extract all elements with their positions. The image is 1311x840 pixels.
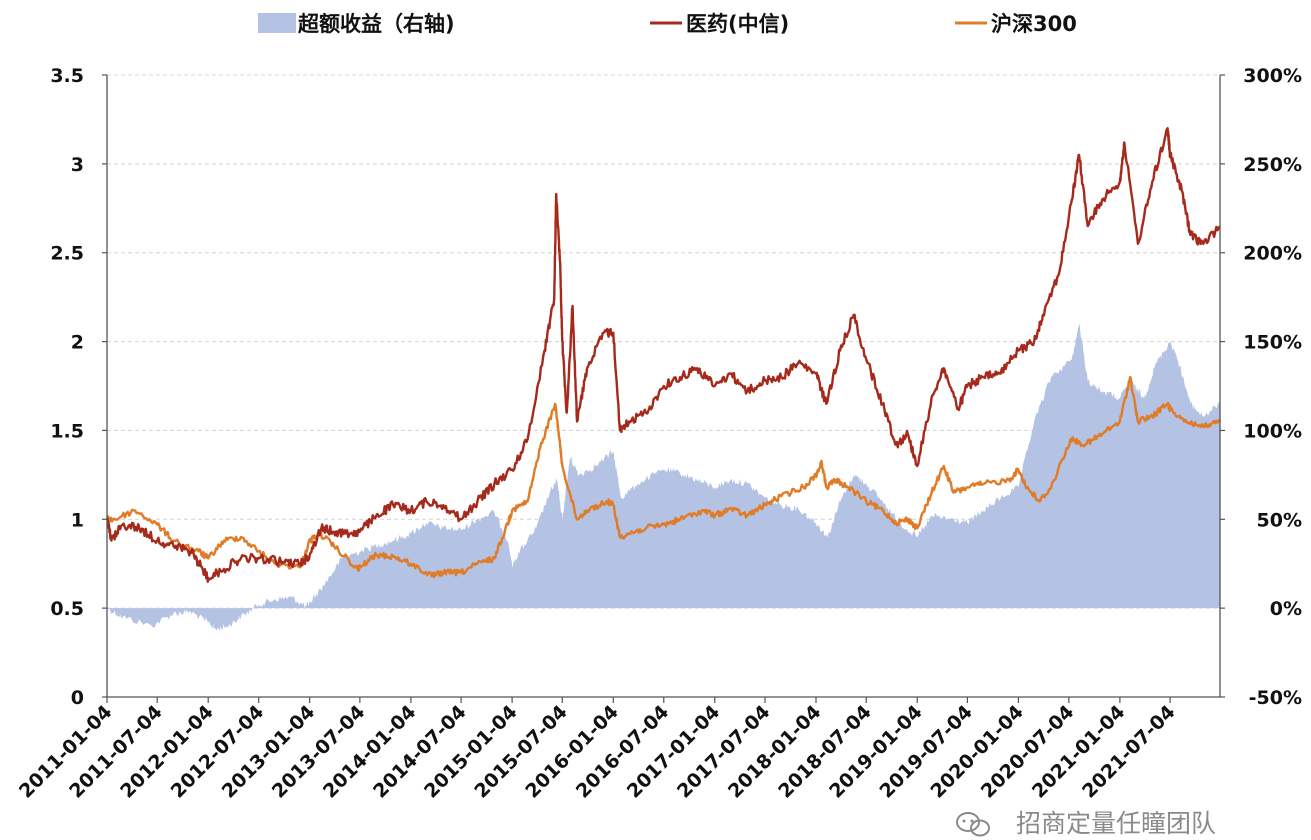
y-tick-label-right: 0% xyxy=(1270,598,1302,620)
wechat-icon xyxy=(956,812,990,837)
legend-swatch-area xyxy=(258,13,296,33)
legend: 超额收益（右轴) 医药(中信) 沪深300 xyxy=(258,12,1077,36)
y-tick-label-right: 300% xyxy=(1243,65,1302,87)
y-tick-label-left: 2.5 xyxy=(50,243,84,265)
y-tick-label-right: 250% xyxy=(1243,154,1302,176)
y-tick-label-left: 1.5 xyxy=(50,420,84,442)
excess-return-area-layer xyxy=(107,323,1220,632)
y-tick-label-left: 3 xyxy=(71,154,84,176)
series-line-csi300 xyxy=(106,375,1221,579)
watermark: 招商定量任瞳团队 xyxy=(956,809,1216,838)
left-axis-ticks: 0 0.5 1 1.5 2 2.5 3 3.5 xyxy=(50,65,107,709)
y-tick-label-left: 2 xyxy=(71,332,84,354)
y-tick-label-right: -50% xyxy=(1249,687,1302,709)
series-line-pharma xyxy=(105,127,1221,583)
right-axis-ticks: -50% 0% 50% 100% 150% 200% 250% 300% xyxy=(1220,65,1302,709)
legend-label: 沪深300 xyxy=(991,12,1077,36)
y-tick-label-left: 0 xyxy=(71,687,84,709)
series-lines xyxy=(105,127,1221,583)
y-tick-label-right: 100% xyxy=(1243,420,1302,442)
series-area-excess-return xyxy=(107,323,1220,632)
y-tick-label-left: 0.5 xyxy=(50,598,84,620)
y-tick-label-left: 3.5 xyxy=(50,65,84,87)
x-axis-ticks: 2011-01-042011-07-042012-01-042012-07-04… xyxy=(15,697,1180,802)
y-tick-label-right: 150% xyxy=(1243,332,1302,354)
legend-label: 超额收益（右轴) xyxy=(298,12,455,36)
y-tick-label-right: 200% xyxy=(1243,243,1302,265)
y-tick-label-left: 1 xyxy=(71,509,84,531)
legend-label: 医药(中信) xyxy=(686,12,789,36)
watermark-text: 招商定量任瞳团队 xyxy=(1016,809,1216,838)
grid-lines xyxy=(107,74,1220,609)
y-tick-label-right: 50% xyxy=(1257,509,1302,531)
